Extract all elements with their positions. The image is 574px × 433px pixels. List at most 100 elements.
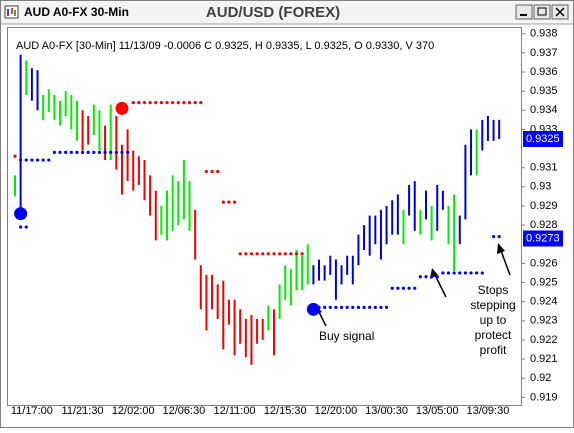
stop-dot xyxy=(109,150,113,154)
stop-dot xyxy=(272,252,276,256)
stop-dot xyxy=(452,271,456,275)
stop-dot xyxy=(47,158,51,162)
stop-dot xyxy=(24,225,28,229)
stops-label: protect xyxy=(475,328,512,342)
stop-dot xyxy=(103,150,107,154)
stop-dot xyxy=(458,271,462,275)
stops-label: profit xyxy=(480,343,507,357)
stop-dot xyxy=(249,252,254,256)
stop-dot xyxy=(210,169,214,174)
stop-dot xyxy=(368,305,372,310)
stop-dot xyxy=(148,101,152,105)
stop-dot xyxy=(165,101,169,105)
y-tick-label: 0.921 xyxy=(530,353,558,365)
stop-dot xyxy=(266,252,270,256)
chart-title: AUD/USD (FOREX) xyxy=(206,4,340,21)
stop-dot xyxy=(491,234,496,239)
stop-dot xyxy=(182,101,186,105)
stop-dot xyxy=(142,101,147,105)
stop-dot xyxy=(289,252,293,256)
stop-dot xyxy=(41,158,45,162)
plot-frame xyxy=(7,27,522,406)
stop-dot xyxy=(204,169,209,174)
window-title: AUD A0-FX 30-Min xyxy=(24,5,129,19)
y-tick-label: 0.925 xyxy=(530,276,558,288)
stop-dot xyxy=(373,305,377,310)
stop-dot xyxy=(446,271,451,275)
stop-dot xyxy=(418,275,422,279)
stop-dot xyxy=(351,305,355,310)
stop-dot xyxy=(13,154,17,158)
maximize-button[interactable] xyxy=(533,4,551,20)
stop-dot xyxy=(261,252,265,256)
stop-dot xyxy=(131,101,135,105)
stop-dot xyxy=(52,150,57,154)
stop-dot xyxy=(227,200,231,204)
x-tick-label: 11/17:00 xyxy=(11,405,53,417)
stop-dot xyxy=(176,101,180,105)
x-tick-label: 12/11:00 xyxy=(214,405,256,417)
stop-dot xyxy=(238,252,242,256)
y-tick-label: 0.928 xyxy=(530,219,558,231)
stop-dot xyxy=(424,275,428,279)
x-tick-label: 13/05:00 xyxy=(416,405,459,417)
stop-dot xyxy=(159,101,163,105)
x-tick-label: 13/00:30 xyxy=(365,405,408,417)
stop-dot xyxy=(86,150,90,154)
stop-dot xyxy=(396,286,400,290)
x-tick-label: 12/15:30 xyxy=(264,405,307,417)
x-tick-label: 12/06:30 xyxy=(162,405,205,417)
stop-dot xyxy=(413,286,417,290)
stop-dot xyxy=(154,101,158,105)
y-tick-label: 0.92 xyxy=(530,372,551,384)
last-price-box xyxy=(523,230,563,247)
stop-dot xyxy=(114,150,118,154)
y-tick-label: 0.936 xyxy=(530,66,558,78)
stop-dot xyxy=(379,305,383,310)
last-price-label: 0.9273 xyxy=(526,232,560,244)
stop-dot xyxy=(19,158,23,162)
close-button[interactable] xyxy=(551,4,569,20)
stop-dot xyxy=(328,305,332,310)
signal-marker xyxy=(115,101,129,115)
y-tick-label: 0.935 xyxy=(530,85,558,97)
stop-dot xyxy=(193,101,197,105)
minimize-button[interactable] xyxy=(515,4,533,20)
stop-dot xyxy=(244,252,248,256)
stop-dot xyxy=(92,150,96,154)
stop-dot xyxy=(221,200,225,204)
stop-dot xyxy=(390,286,394,290)
stop-dot xyxy=(463,271,467,275)
y-tick-label: 0.929 xyxy=(530,200,558,212)
stop-dot xyxy=(339,305,344,310)
stop-dot xyxy=(294,252,299,256)
x-tick-label: 12/02:00 xyxy=(112,405,155,417)
stop-dot xyxy=(497,234,501,239)
stop-dot xyxy=(199,101,203,105)
stop-dot xyxy=(475,271,479,275)
stop-dot xyxy=(384,305,389,310)
stop-dot xyxy=(278,252,282,256)
stop-dot xyxy=(345,305,349,310)
y-tick-label: 0.924 xyxy=(530,296,558,308)
title-bar xyxy=(1,1,573,24)
stop-dot xyxy=(171,101,175,105)
stop-dot xyxy=(120,150,124,154)
last-price-box xyxy=(523,130,563,147)
y-tick-label: 0.937 xyxy=(530,47,558,59)
stop-dot xyxy=(75,150,79,154)
stop-dot xyxy=(30,158,34,162)
stop-dot xyxy=(187,101,192,105)
signal-marker xyxy=(14,207,28,221)
stop-dot xyxy=(362,305,366,310)
stop-dot xyxy=(19,225,23,229)
stop-dot xyxy=(480,271,484,275)
stop-dot xyxy=(216,169,220,174)
y-tick-label: 0.934 xyxy=(530,104,558,116)
stop-dot xyxy=(435,275,439,279)
stops-label: Stops xyxy=(478,283,509,297)
x-tick-label: 13/09:30 xyxy=(467,405,510,417)
stop-dot xyxy=(64,150,68,154)
stop-dot xyxy=(469,271,473,275)
